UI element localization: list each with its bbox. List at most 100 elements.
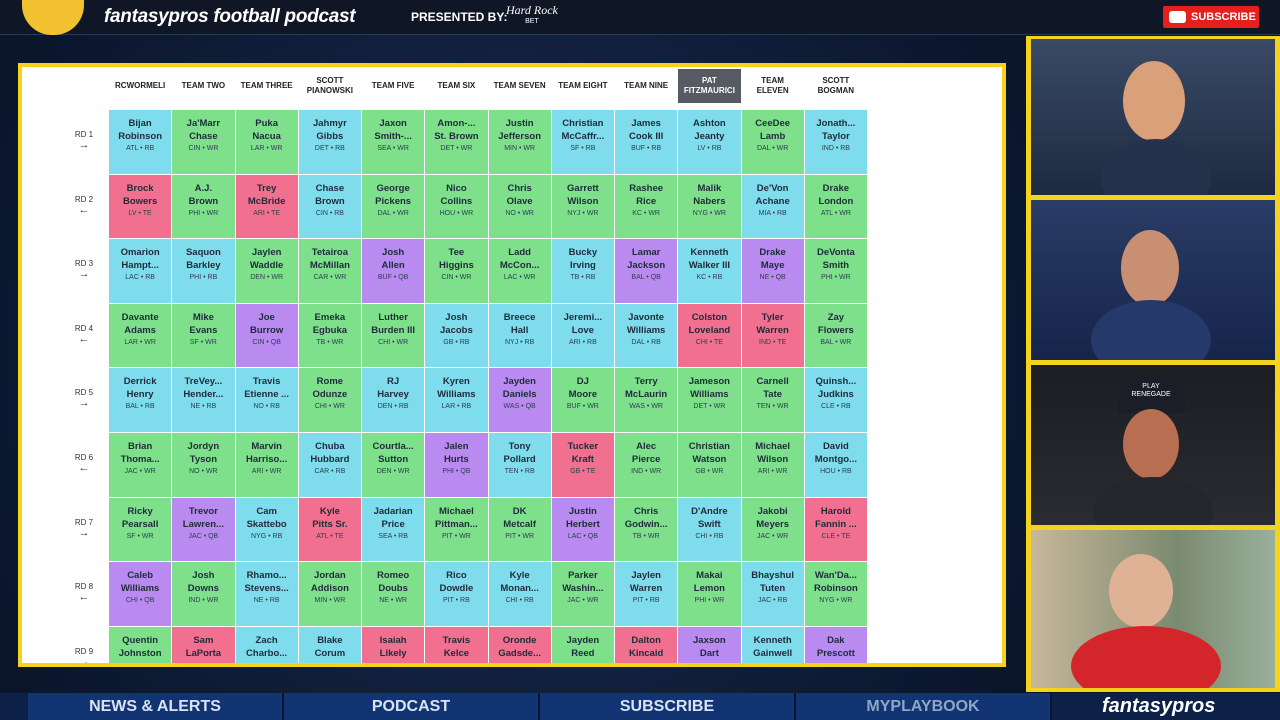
pick-cell[interactable]: Trevor Lawren... JAC • QB [172, 497, 235, 562]
pick-cell[interactable]: Quentin Johnston [109, 626, 172, 663]
pick-cell[interactable]: Michael Pittman... PIT • WR [425, 497, 488, 562]
pick-cell[interactable]: De'Von Achane MIA • RB [741, 174, 804, 239]
nav-item[interactable]: PODCAST [284, 693, 540, 720]
pick-cell[interactable]: Jaylen Waddle DEN • WR [235, 239, 298, 303]
pick-cell[interactable]: Chris Olave NO • WR [488, 174, 551, 239]
pick-cell[interactable]: Christian McCaffr... SF • RB [551, 110, 614, 174]
pick-cell[interactable]: Kyle Pitts Sr. ATL • TE [298, 497, 361, 562]
pick-cell[interactable]: Travis Kelce [425, 626, 488, 663]
pick-cell[interactable]: Josh Allen BUF • QB [362, 239, 425, 303]
pick-cell[interactable]: Parker Washin... JAC • WR [551, 562, 614, 626]
pick-cell[interactable]: Jakobi Meyers JAC • WR [741, 497, 804, 562]
pick-cell[interactable]: Kenneth Walker III KC • RB [678, 239, 741, 303]
pick-cell[interactable]: Jameson Williams DET • WR [678, 368, 741, 432]
pick-cell[interactable]: Jadarian Price SEA • RB [362, 497, 425, 562]
pick-cell[interactable]: Chris Godwin... TB • WR [615, 497, 678, 562]
pick-cell[interactable]: Tee Higgins CIN • WR [425, 239, 488, 303]
pick-cell[interactable]: Dalton Kincaid [615, 626, 678, 663]
pick-cell[interactable]: Blake Corum [298, 626, 361, 663]
pick-cell[interactable]: Brock Bowers LV • TE [109, 174, 172, 239]
pick-cell[interactable]: CeeDee Lamb DAL • WR [741, 110, 804, 174]
pick-cell[interactable]: Tony Pollard TEN • RB [488, 433, 551, 497]
pick-cell[interactable]: TreVey... Hender... NE • RB [172, 368, 235, 432]
pick-cell[interactable]: Mike Evans SF • WR [172, 303, 235, 368]
pick-cell[interactable]: Kenneth Gainwell [741, 626, 804, 663]
pick-cell[interactable]: Bhayshul Tuten JAC • RB [741, 562, 804, 626]
pick-cell[interactable]: Jahmyr Gibbs DET • RB [298, 110, 361, 174]
pick-cell[interactable]: Romeo Doubs NE • WR [362, 562, 425, 626]
nav-item[interactable]: SUBSCRIBE [540, 693, 796, 720]
pick-cell[interactable]: Harold Fannin ... CLE • TE [804, 497, 867, 562]
pick-cell[interactable]: Oronde Gadsde... [488, 626, 551, 663]
pick-cell[interactable]: Rome Odunze CHI • WR [298, 368, 361, 432]
pick-cell[interactable]: RJ Harvey DEN • RB [362, 368, 425, 432]
pick-cell[interactable]: Ladd McCon... LAC • WR [488, 239, 551, 303]
pick-cell[interactable]: Luther Burden III CHI • WR [362, 303, 425, 368]
pick-cell[interactable]: Chuba Hubbard CAR • RB [298, 433, 361, 497]
pick-cell[interactable]: Travis Etienne ... NO • RB [235, 368, 298, 432]
pick-cell[interactable]: Derrick Henry BAL • RB [109, 368, 172, 432]
pick-cell[interactable]: Christian Watson GB • WR [678, 433, 741, 497]
pick-cell[interactable]: Jordan Addison MIN • WR [298, 562, 361, 626]
pick-cell[interactable]: Drake London ATL • WR [804, 174, 867, 239]
pick-cell[interactable]: Jaylen Warren PIT • RB [615, 562, 678, 626]
subscribe-button[interactable]: SUBSCRIBE [1163, 6, 1259, 28]
pick-cell[interactable]: Wan'Da... Robinson NYG • WR [804, 562, 867, 626]
pick-cell[interactable]: Zach Charbo... [235, 626, 298, 663]
pick-cell[interactable]: Justin Herbert LAC • QB [551, 497, 614, 562]
pick-cell[interactable]: Isaiah Likely [362, 626, 425, 663]
pick-cell[interactable]: Colston Loveland CHI • TE [678, 303, 741, 368]
pick-cell[interactable]: James Cook III BUF • RB [615, 110, 678, 174]
pick-cell[interactable]: Jayden Daniels WAS • QB [488, 368, 551, 432]
pick-cell[interactable]: Sam LaPorta [172, 626, 235, 663]
pick-cell[interactable]: Nico Collins HOU • WR [425, 174, 488, 239]
pick-cell[interactable]: Omarion Hampt... LAC • RB [109, 239, 172, 303]
pick-cell[interactable]: Garrett Wilson NYJ • WR [551, 174, 614, 239]
pick-cell[interactable]: Jaxon Smith-... SEA • WR [362, 110, 425, 174]
pick-cell[interactable]: Zay Flowers BAL • WR [804, 303, 867, 368]
pick-cell[interactable]: Tetairoa McMillan CAR • WR [298, 239, 361, 303]
pick-cell[interactable]: Rhamo... Stevens... NE • RB [235, 562, 298, 626]
pick-cell[interactable]: Quinsh... Judkins CLE • RB [804, 368, 867, 432]
pick-cell[interactable]: Bijan Robinson ATL • RB [109, 110, 172, 174]
pick-cell[interactable]: Dak Prescott [804, 626, 867, 663]
pick-cell[interactable]: Davante Adams LAR • WR [109, 303, 172, 368]
pick-cell[interactable]: Ja'Marr Chase CIN • WR [172, 110, 235, 174]
pick-cell[interactable]: Terry McLaurin WAS • WR [615, 368, 678, 432]
pick-cell[interactable]: A.J. Brown PHI • WR [172, 174, 235, 239]
pick-cell[interactable]: Tucker Kraft GB • TE [551, 433, 614, 497]
pick-cell[interactable]: Ricky Pearsall SF • WR [109, 497, 172, 562]
pick-cell[interactable]: D'Andre Swift CHI • RB [678, 497, 741, 562]
pick-cell[interactable]: Breece Hall NYJ • RB [488, 303, 551, 368]
pick-cell[interactable]: Caleb Williams CHI • QB [109, 562, 172, 626]
pick-cell[interactable]: Josh Jacobs GB • RB [425, 303, 488, 368]
pick-cell[interactable]: Chase Brown CIN • RB [298, 174, 361, 239]
pick-cell[interactable]: Jonath... Taylor IND • RB [804, 110, 867, 174]
pick-cell[interactable]: Amon-... St. Brown DET • WR [425, 110, 488, 174]
pick-cell[interactable]: Kyren Williams LAR • RB [425, 368, 488, 432]
pick-cell[interactable]: David Montgo... HOU • RB [804, 433, 867, 497]
pick-cell[interactable]: Malik Nabers NYG • WR [678, 174, 741, 239]
nav-item[interactable]: NEWS & ALERTS [28, 693, 284, 720]
pick-cell[interactable]: Marvin Harriso... ARI • WR [235, 433, 298, 497]
pick-cell[interactable]: Courtla... Sutton DEN • WR [362, 433, 425, 497]
pick-cell[interactable]: George Pickens DAL • WR [362, 174, 425, 239]
pick-cell[interactable]: Lamar Jackson BAL • QB [615, 239, 678, 303]
pick-cell[interactable]: Jordyn Tyson NO • WR [172, 433, 235, 497]
pick-cell[interactable]: Carnell Tate TEN • WR [741, 368, 804, 432]
pick-cell[interactable]: DJ Moore BUF • WR [551, 368, 614, 432]
pick-cell[interactable]: Jeremi... Love ARI • RB [551, 303, 614, 368]
pick-cell[interactable]: Jaxson Dart [678, 626, 741, 663]
pick-cell[interactable]: Rico Dowdle PIT • RB [425, 562, 488, 626]
pick-cell[interactable]: Tyler Warren IND • TE [741, 303, 804, 368]
pick-cell[interactable]: Alec Pierce IND • WR [615, 433, 678, 497]
pick-cell[interactable]: Makai Lemon PHI • WR [678, 562, 741, 626]
pick-cell[interactable]: Jalen Hurts PHI • QB [425, 433, 488, 497]
pick-cell[interactable]: Jayden Reed [551, 626, 614, 663]
pick-cell[interactable]: Puka Nacua LAR • WR [235, 110, 298, 174]
pick-cell[interactable]: Emeka Egbuka TB • WR [298, 303, 361, 368]
pick-cell[interactable]: Javonte Williams DAL • RB [615, 303, 678, 368]
pick-cell[interactable]: Brian Thoma... JAC • WR [109, 433, 172, 497]
pick-cell[interactable]: Josh Downs IND • WR [172, 562, 235, 626]
pick-cell[interactable]: Ashton Jeanty LV • RB [678, 110, 741, 174]
